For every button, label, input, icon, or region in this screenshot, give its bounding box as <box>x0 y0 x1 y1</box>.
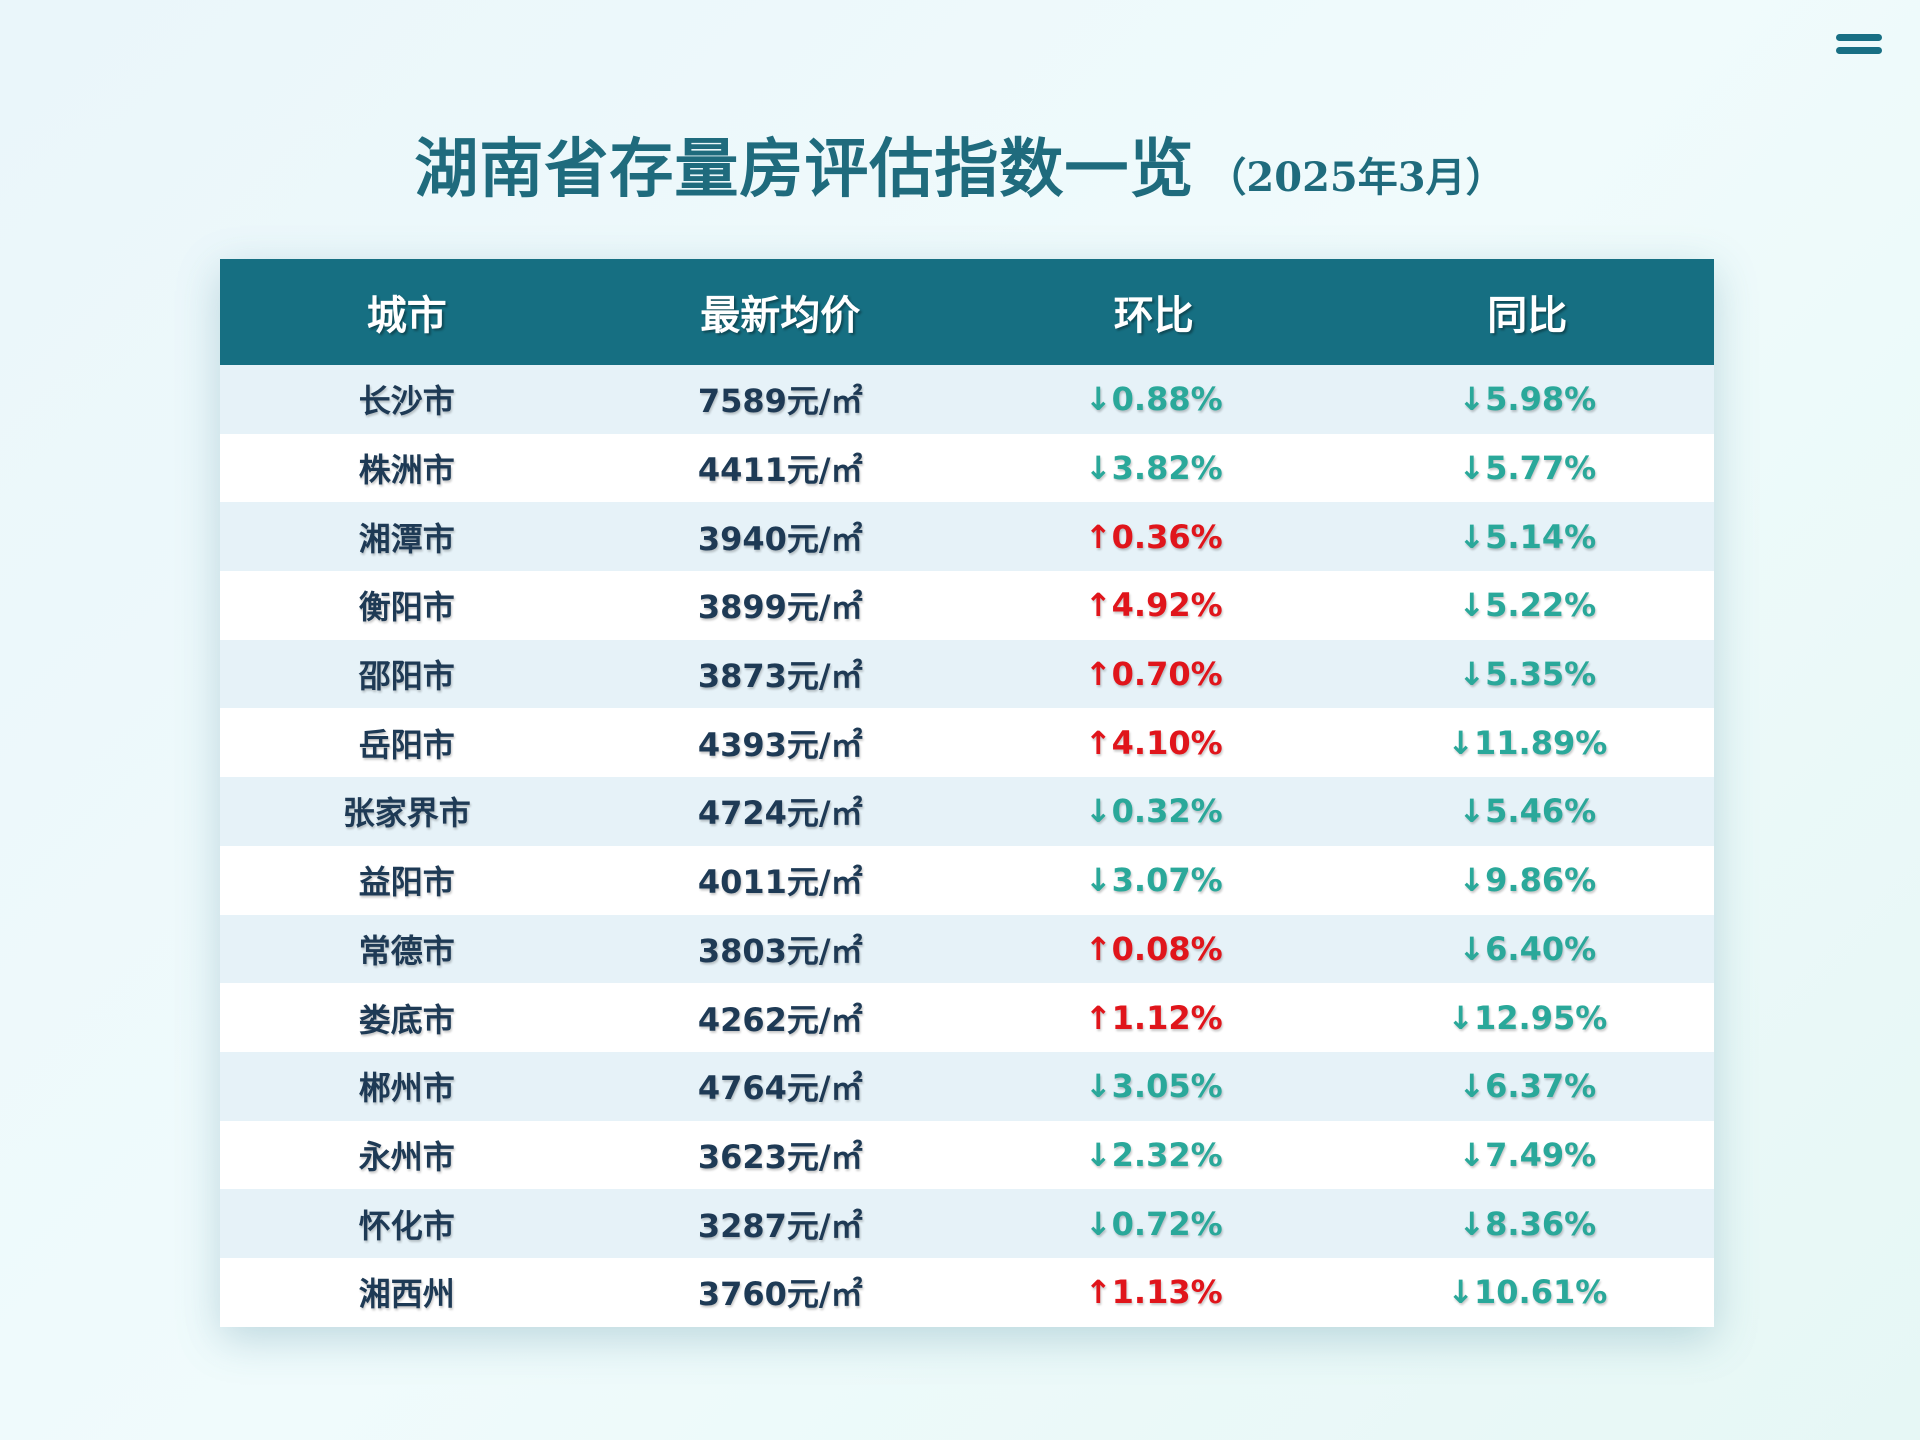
header-city: 城市 <box>220 259 594 365</box>
cell-city: 永州市 <box>220 1120 594 1190</box>
menu-icon-bar-top <box>1836 34 1882 41</box>
cell-mom-change: ↑0.08% <box>967 914 1341 984</box>
cell-yoy-change: ↓6.37% <box>1340 1051 1714 1121</box>
cell-city: 湘潭市 <box>220 502 594 572</box>
header-mom: 环比 <box>967 259 1341 365</box>
header-price: 最新均价 <box>593 259 967 365</box>
table-row: 永州市 3623元/㎡ ↓2.32% ↓7.49% <box>220 1120 1714 1190</box>
cell-yoy-change: ↓8.36% <box>1340 1189 1714 1258</box>
cell-city: 怀化市 <box>220 1189 594 1258</box>
cell-price: 4411元/㎡ <box>593 433 967 503</box>
table-row: 湘潭市 3940元/㎡ ↑0.36% ↓5.14% <box>220 502 1714 572</box>
cell-mom-change: ↑0.70% <box>967 639 1341 709</box>
cell-price: 3623元/㎡ <box>593 1120 967 1190</box>
cell-city: 长沙市 <box>220 365 594 434</box>
cell-yoy-change: ↓5.35% <box>1340 639 1714 709</box>
cell-city: 邵阳市 <box>220 639 594 709</box>
menu-icon[interactable] <box>1836 34 1882 56</box>
cell-price: 3803元/㎡ <box>593 914 967 984</box>
cell-yoy-change: ↓11.89% <box>1340 708 1714 778</box>
cell-mom-change: ↓2.32% <box>967 1120 1341 1190</box>
cell-city: 常德市 <box>220 914 594 984</box>
cell-mom-change: ↓0.32% <box>967 777 1341 846</box>
table-row: 长沙市 7589元/㎡ ↓0.88% ↓5.98% <box>220 365 1714 434</box>
cell-yoy-change: ↓5.98% <box>1340 365 1714 434</box>
cell-city: 益阳市 <box>220 845 594 915</box>
cell-mom-change: ↑4.92% <box>967 571 1341 640</box>
table-row: 衡阳市 3899元/㎡ ↑4.92% ↓5.22% <box>220 571 1714 640</box>
table-row: 常德市 3803元/㎡ ↑0.08% ↓6.40% <box>220 914 1714 984</box>
cell-mom-change: ↑1.13% <box>967 1257 1341 1327</box>
cell-price: 3760元/㎡ <box>593 1257 967 1327</box>
table-row: 益阳市 4011元/㎡ ↓3.07% ↓9.86% <box>220 845 1714 915</box>
cell-price: 4262元/㎡ <box>593 983 967 1052</box>
cell-price: 3287元/㎡ <box>593 1189 967 1258</box>
cell-yoy-change: ↓9.86% <box>1340 845 1714 915</box>
table-row: 郴州市 4764元/㎡ ↓3.05% ↓6.37% <box>220 1051 1714 1121</box>
cell-mom-change: ↑1.12% <box>967 983 1341 1052</box>
cell-yoy-change: ↓7.49% <box>1340 1120 1714 1190</box>
cell-mom-change: ↓3.07% <box>967 845 1341 915</box>
cell-yoy-change: ↓6.40% <box>1340 914 1714 984</box>
table-row: 怀化市 3287元/㎡ ↓0.72% ↓8.36% <box>220 1189 1714 1258</box>
cell-mom-change: ↑4.10% <box>967 708 1341 778</box>
cell-price: 3899元/㎡ <box>593 571 967 640</box>
cell-yoy-change: ↓5.14% <box>1340 502 1714 572</box>
cell-mom-change: ↓0.88% <box>967 365 1341 434</box>
table-body: 长沙市 7589元/㎡ ↓0.88% ↓5.98% 株洲市 4411元/㎡ ↓3.82% ↓5… <box>220 365 1714 1327</box>
cell-city: 衡阳市 <box>220 571 594 640</box>
cell-city: 株洲市 <box>220 433 594 503</box>
cell-city: 湘西州 <box>220 1257 594 1327</box>
table-row: 邵阳市 3873元/㎡ ↑0.70% ↓5.35% <box>220 639 1714 709</box>
table-row: 张家界市 4724元/㎡ ↓0.32% ↓5.46% <box>220 777 1714 846</box>
header-yoy: 同比 <box>1340 259 1714 365</box>
cell-price: 4011元/㎡ <box>593 845 967 915</box>
table-row: 湘西州 3760元/㎡ ↑1.13% ↓10.61% <box>220 1257 1714 1327</box>
cell-price: 7589元/㎡ <box>593 365 967 434</box>
cell-yoy-change: ↓5.46% <box>1340 777 1714 846</box>
price-index-table: 城市 最新均价 环比 同比 长沙市 7589元/㎡ ↓0.88% ↓5.98% 株洲市 4… <box>220 259 1714 1327</box>
page-title-row: 湖南省存量房评估指数一览 （2025年3月） <box>0 118 1920 210</box>
cell-mom-change: ↓3.05% <box>967 1051 1341 1121</box>
price-index-table-card: 城市 最新均价 环比 同比 长沙市 7589元/㎡ ↓0.88% ↓5.98% 株洲市 4… <box>220 259 1714 1327</box>
cell-city: 娄底市 <box>220 983 594 1052</box>
cell-price: 3940元/㎡ <box>593 502 967 572</box>
cell-mom-change: ↓0.72% <box>967 1189 1341 1258</box>
cell-price: 4393元/㎡ <box>593 708 967 778</box>
cell-yoy-change: ↓12.95% <box>1340 983 1714 1052</box>
table-row: 娄底市 4262元/㎡ ↑1.12% ↓12.95% <box>220 983 1714 1052</box>
cell-mom-change: ↑0.36% <box>967 502 1341 572</box>
cell-yoy-change: ↓5.22% <box>1340 571 1714 640</box>
page-title: 湖南省存量房评估指数一览 <box>414 132 1195 207</box>
cell-yoy-change: ↓5.77% <box>1340 433 1714 503</box>
cell-city: 岳阳市 <box>220 708 594 778</box>
cell-price: 3873元/㎡ <box>593 639 967 709</box>
menu-icon-bar-bottom <box>1836 47 1882 54</box>
cell-price: 4724元/㎡ <box>593 777 967 846</box>
table-header-row: 城市 最新均价 环比 同比 <box>220 259 1714 365</box>
table-row: 株洲市 4411元/㎡ ↓3.82% ↓5.77% <box>220 433 1714 503</box>
cell-city: 郴州市 <box>220 1051 594 1121</box>
page-subtitle: （2025年3月） <box>1206 154 1506 201</box>
cell-price: 4764元/㎡ <box>593 1051 967 1121</box>
table-row: 岳阳市 4393元/㎡ ↑4.10% ↓11.89% <box>220 708 1714 778</box>
cell-city: 张家界市 <box>220 777 594 846</box>
cell-yoy-change: ↓10.61% <box>1340 1257 1714 1327</box>
cell-mom-change: ↓3.82% <box>967 433 1341 503</box>
